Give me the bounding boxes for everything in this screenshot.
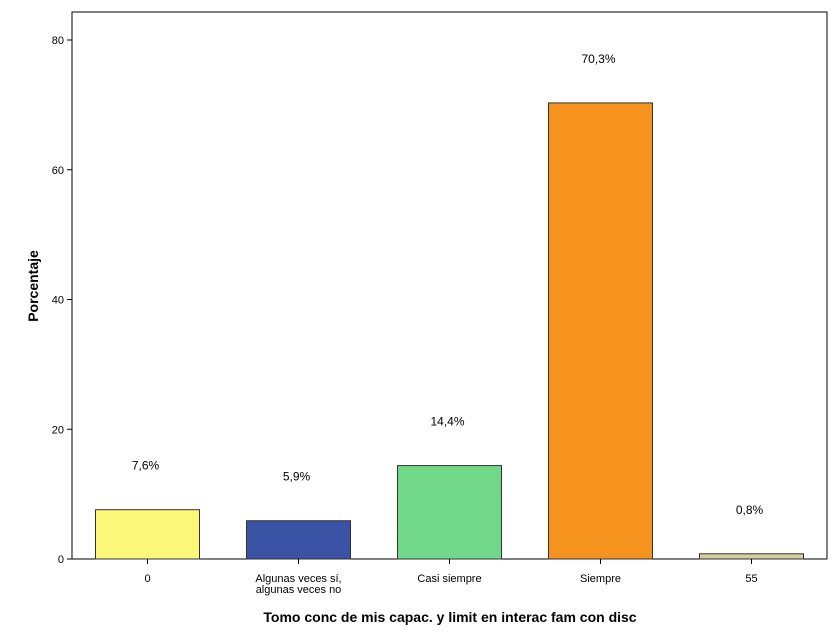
data-label: 7,6%: [132, 459, 160, 473]
x-category-label: 0: [144, 573, 150, 585]
bars: [95, 102, 804, 560]
y-tick-label: 80: [52, 35, 64, 47]
bar: [95, 509, 200, 560]
x-category-label: algunas veces no: [256, 584, 342, 596]
x-axis-category-labels: 0 Algunas veces sí,algunas veces no Casi s…: [144, 559, 758, 596]
y-tick-label: 40: [52, 295, 64, 307]
bar: [548, 102, 653, 560]
data-label: 14,4%: [430, 415, 464, 429]
x-category-label: 55: [745, 573, 757, 585]
y-tick-label: 0: [58, 554, 64, 566]
x-category-label: Casi siempre: [417, 573, 481, 585]
y-tick-label: 60: [52, 165, 64, 177]
data-label: 70,3%: [581, 52, 615, 66]
x-axis-title: Tomo conc de mis capac. y limit en inter…: [263, 609, 636, 625]
data-label: 5,9%: [283, 470, 311, 484]
bar: [246, 520, 351, 560]
data-labels: 7,6% 5,9% 14,4% 70,3% 0,8%: [132, 52, 764, 517]
bar: [699, 553, 804, 560]
y-tick-label: 20: [52, 424, 64, 436]
bar: [397, 465, 502, 560]
data-label: 0,8%: [736, 503, 764, 517]
x-category-label: Algunas veces sí,: [255, 573, 341, 585]
y-axis-ticks: 0 20 40 60 80: [52, 35, 72, 566]
y-axis-title: Porcentaje: [25, 250, 41, 322]
x-category-label: Siempre: [580, 573, 621, 585]
